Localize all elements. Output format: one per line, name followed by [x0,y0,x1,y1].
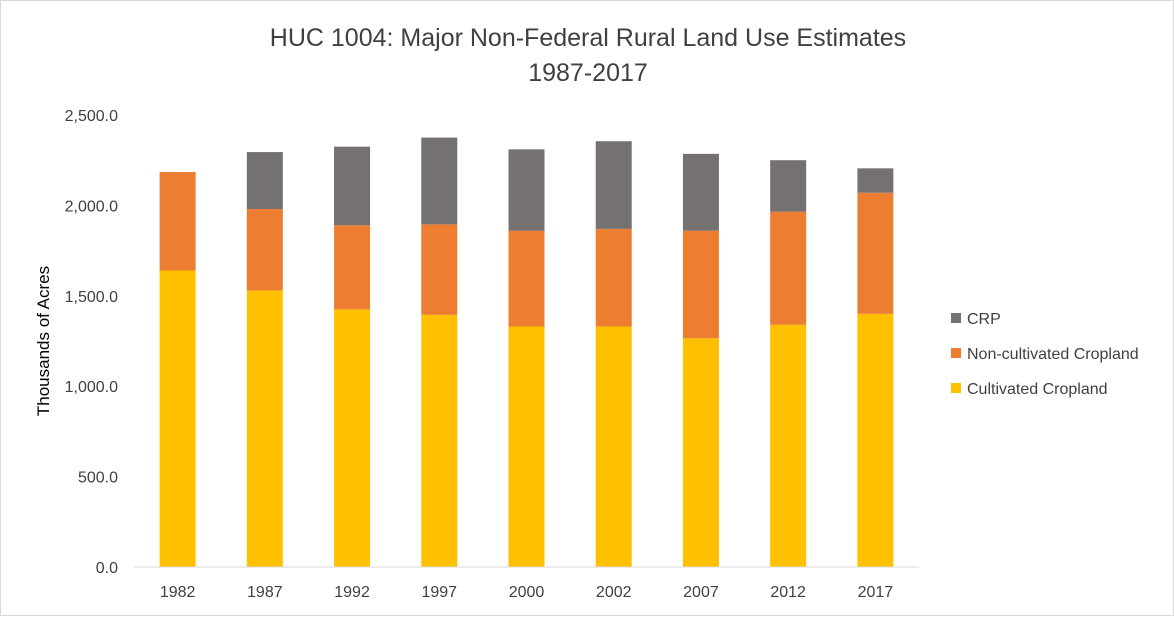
x-tick-label: 2012 [770,584,806,601]
x-tick-label: 1997 [421,584,457,601]
legend-label: Non-cultivated Cropland [967,346,1139,363]
legend-swatch [951,348,961,358]
x-tick-label: 2017 [858,584,894,601]
x-tick-label: 2000 [509,584,545,601]
bar-segment [508,326,545,567]
bar-segment [334,146,371,226]
bar-segment [508,149,545,231]
y-tick-label: 1,500.0 [65,289,118,306]
y-tick-label: 1,000.0 [65,379,118,396]
x-axis-ticks: 1982 1987 1992 1997 2000 2002 2007 2012 2017 [160,584,893,601]
bar-segment [857,168,894,193]
y-tick-label: 2,000.0 [65,198,118,215]
x-tick-label: 2007 [683,584,719,601]
legend: CRP Non-cultivated Cropland Cultivated Cro… [951,311,1139,398]
chart-subtitle: 1987-2017 [528,59,648,87]
bar-segment [421,314,458,567]
x-tick-label: 1992 [334,584,370,601]
bar-segment [246,209,283,291]
bar-segment [770,211,807,325]
bar-segment [682,153,719,231]
bar-segment [682,230,719,339]
bar-segment [595,326,632,567]
bar-segment [421,224,458,315]
x-tick-label: 1987 [247,584,283,601]
x-tick-label: 1982 [160,584,196,601]
bar-segment [246,290,283,567]
y-axis-ticks: 0.0 500.0 1,000.0 1,500.0 2,000.0 2,500.0 [65,108,118,577]
y-tick-label: 0.0 [96,560,118,577]
legend-label: CRP [967,311,1001,328]
bar-segment [770,160,807,212]
y-tick-label: 2,500.0 [65,108,118,125]
chart-title: HUC 1004: Major Non-Federal Rural Land U… [270,24,906,52]
y-tick-label: 500.0 [78,470,118,487]
bar-segment [857,313,894,567]
bar-segment [857,192,894,314]
legend-label: Cultivated Cropland [967,381,1108,398]
bar-segment [159,270,196,567]
legend-swatch [951,313,961,323]
bar-segment [421,137,458,225]
bar-segment [159,171,196,271]
bars-group [159,137,894,567]
bar-segment [334,309,371,567]
bar-segment [246,152,283,210]
bar-segment [595,228,632,327]
y-axis-title: Thousands of Acres [34,266,53,416]
bar-segment [508,230,545,327]
x-tick-label: 2002 [596,584,632,601]
bar-segment [334,225,371,310]
bar-segment [682,338,719,567]
bar-segment [595,141,632,229]
bar-segment [770,324,807,567]
legend-swatch [951,383,961,393]
